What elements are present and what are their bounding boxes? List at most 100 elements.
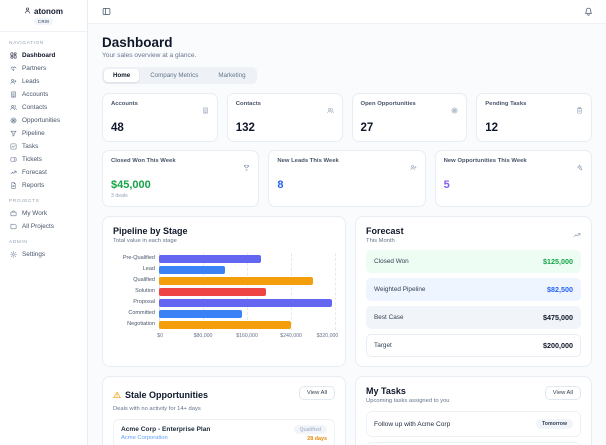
stat-card-contacts[interactable]: Contacts 132: [226, 93, 343, 142]
sidebar-item-all-projects[interactable]: All Projects: [6, 220, 81, 233]
chart-x-tick-label: $0: [157, 333, 164, 339]
trending-up-icon: [10, 170, 17, 175]
tasks-view-all-button[interactable]: View All: [544, 386, 581, 400]
stale-opportunities-panel: Stale Opportunities Deals with no activi…: [102, 376, 347, 445]
alert-triangle-icon: [113, 386, 121, 404]
highlight-card-value: 5: [443, 179, 450, 191]
tasks-title: My Tasks: [366, 386, 406, 396]
sidebar-item-contacts[interactable]: Contacts: [6, 101, 81, 114]
pipeline-title: Pipeline by Stage: [113, 226, 188, 236]
highlight-card-new-opportunities-this-week[interactable]: New Opportunities This Week 5: [434, 150, 592, 207]
forecast-row-best-case: Best Case $475,000: [366, 306, 581, 329]
stat-card-value: 12: [485, 122, 499, 134]
chart-bar-qualified[interactable]: [159, 276, 314, 285]
chart-bar-row: [159, 253, 335, 264]
forecast-row-value: $200,000: [543, 341, 573, 350]
file-text-icon: [11, 182, 16, 189]
chart-bar-committed[interactable]: [159, 309, 242, 318]
chart-bar-pre-qualified[interactable]: [159, 254, 261, 263]
tab-home[interactable]: Home: [104, 69, 140, 82]
chart-bar-row: [159, 275, 335, 286]
sidebar-item-label: Partners: [22, 65, 47, 72]
sidebar-item-tasks[interactable]: Tasks: [6, 140, 81, 153]
target-icon: [451, 107, 458, 114]
stat-card-pending-tasks[interactable]: Pending Tasks 12: [476, 93, 592, 142]
stat-card-row: Accounts 48 Contacts 132 Open Opportunities 2…: [102, 93, 592, 142]
sidebar-item-tickets[interactable]: Tickets: [6, 153, 81, 166]
sidebar-section-label: Projects: [9, 199, 40, 204]
chart-bar-lead[interactable]: [159, 265, 226, 274]
opportunity-company: Acme Corporation: [121, 435, 168, 441]
sidebar-item-pipeline[interactable]: Pipeline: [6, 127, 81, 140]
sidebar-toggle-button[interactable]: [99, 5, 113, 19]
chart-y-tick-label: Pre-Qualified: [122, 255, 155, 261]
tab-company-metrics[interactable]: Company Metrics: [141, 69, 207, 82]
sidebar-item-forecast[interactable]: Forecast: [6, 166, 81, 179]
bottom-row: Stale Opportunities Deals with no activi…: [102, 376, 592, 445]
chart-y-tick-label: Proposal: [133, 299, 155, 305]
trending-up-icon: [573, 233, 581, 237]
chart-bar-proposal[interactable]: [159, 298, 333, 307]
content: Dashboard Your sales overview at a glanc…: [88, 24, 606, 445]
user-plus-icon: [410, 165, 417, 171]
gear-icon: [10, 251, 17, 258]
forecast-subtitle: This Month: [366, 238, 395, 244]
sidebar-item-label: Tickets: [22, 156, 43, 163]
opportunity-name: Acme Corp - Enterprise Plan: [121, 426, 211, 433]
chart-bar-row: [159, 286, 335, 297]
forecast-row-label: Weighted Pipeline: [374, 286, 426, 293]
stale-view-all-button[interactable]: View All: [298, 386, 336, 400]
bell-icon: [584, 7, 592, 16]
users-icon: [10, 105, 17, 111]
forecast-row-value: $125,000: [543, 257, 573, 266]
clipboard-list-icon-wrap: [576, 101, 583, 119]
sidebar-item-opportunities[interactable]: Opportunities: [6, 114, 81, 127]
highlight-card-new-leads-this-week[interactable]: New Leads This Week 8: [268, 150, 426, 207]
folder-icon: [10, 223, 17, 230]
main-column: Dashboard Your sales overview at a glanc…: [88, 0, 606, 445]
forecast-row-label: Target: [374, 342, 392, 349]
sidebar-item-label: Tasks: [22, 143, 39, 150]
chart-x-axis: $0 $80,000 $160,000 $240,000 $320,000: [157, 330, 338, 340]
tab-marketing[interactable]: Marketing: [209, 69, 254, 82]
trophy-icon-wrap: [243, 158, 250, 176]
sidebar-item-partners[interactable]: Partners: [6, 62, 81, 75]
chart-bar-row: [159, 297, 335, 308]
task-due-badge: Tomorrow: [536, 419, 573, 429]
highlight-card-header: Closed Won This Week: [111, 158, 250, 176]
forecast-row-label: Best Case: [374, 314, 404, 321]
stat-card-value: 132: [235, 122, 255, 134]
sidebar-section-label: Admin: [9, 240, 28, 245]
sidebar-item-label: Opportunities: [22, 117, 61, 124]
forecast-row-label: Closed Won: [374, 258, 409, 265]
highlight-card-closed-won-this-week[interactable]: Closed Won This Week $45,000 3 deals: [102, 150, 260, 207]
sidebar-logo: atonom CRM: [0, 0, 87, 32]
task-name: Follow up with Acme Corp: [374, 420, 451, 428]
stale-opportunity-info: Acme Corp - Enterprise Plan Acme Corporat…: [121, 426, 210, 441]
sidebar-item-settings[interactable]: Settings: [6, 248, 81, 261]
stat-card-open-opportunities[interactable]: Open Opportunities 27: [351, 93, 468, 142]
notifications-button[interactable]: [581, 5, 595, 19]
stat-card-value: 27: [360, 122, 374, 134]
forecast-row-target: Target $200,000: [366, 334, 581, 357]
pipeline-panel: Pipeline by Stage Total value in each st…: [102, 216, 347, 367]
chart-x-tick-label: $320,000: [316, 333, 339, 339]
chart-y-tick-label: Qualified: [133, 277, 155, 283]
funnel-icon: [10, 130, 17, 137]
forecast-rows: Closed Won $125,000 Weighted Pipeline $82,5…: [366, 250, 581, 357]
task-item[interactable]: Follow up with Acme Corp Tomorrow: [366, 411, 581, 437]
panel-left-icon: [102, 8, 110, 15]
chart-bar-negotiation[interactable]: [159, 320, 292, 329]
sidebar-item-accounts[interactable]: Accounts: [6, 88, 81, 101]
stat-card-accounts[interactable]: Accounts 48: [102, 93, 218, 142]
stale-opportunity-item[interactable]: Acme Corp - Enterprise Plan Acme Corporat…: [113, 419, 336, 445]
stat-card-label: Contacts: [235, 101, 261, 107]
stat-card-label: Accounts: [111, 101, 138, 107]
sparkles-icon: [577, 164, 583, 171]
sidebar-item-dashboard[interactable]: Dashboard: [6, 49, 81, 62]
chart-bar-solution[interactable]: [159, 287, 267, 296]
sidebar-item-my-work[interactable]: My Work: [6, 207, 81, 220]
sidebar-item-leads[interactable]: Leads: [6, 75, 81, 88]
sidebar-item-reports[interactable]: Reports: [6, 179, 81, 192]
